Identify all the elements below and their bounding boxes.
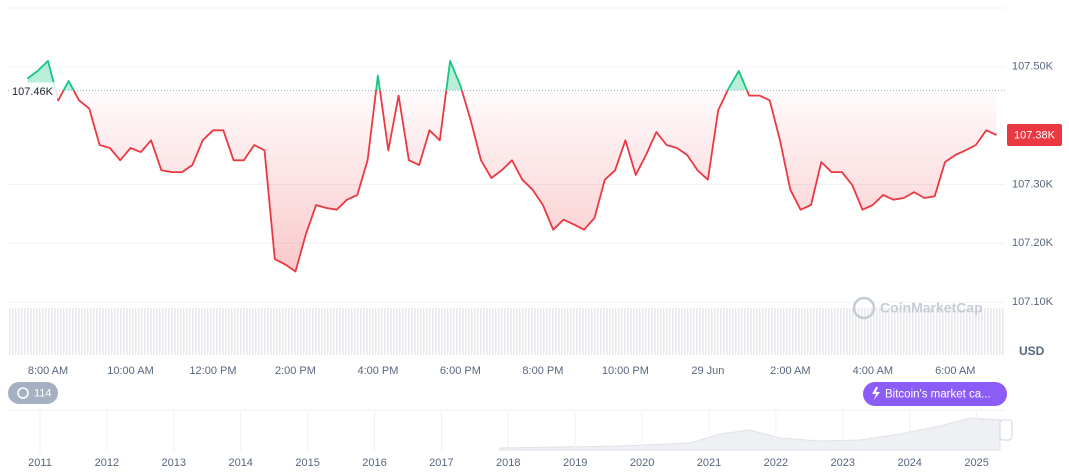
x-tick-label: 2:00 AM xyxy=(770,365,810,377)
navigator-year: 2015 xyxy=(295,457,319,469)
x-tick-label: 12:00 PM xyxy=(189,365,236,377)
navigator-year: 2016 xyxy=(362,457,386,469)
x-tick-label: 4:00 AM xyxy=(853,365,893,377)
y-tick-label: 107.10K xyxy=(1012,296,1054,308)
x-tick-label: 10:00 PM xyxy=(602,365,649,377)
plot xyxy=(8,60,1005,303)
navigator-year: 2024 xyxy=(897,457,921,469)
badge[interactable]: 114 xyxy=(8,382,58,404)
navigator-year: 2012 xyxy=(95,457,119,469)
x-tick-label: 6:00 AM xyxy=(935,365,975,377)
navigator-year: 2025 xyxy=(964,457,988,469)
watermark: CoinMarketCap xyxy=(852,296,983,320)
reference-label: 107.46K xyxy=(12,86,54,98)
y-tick-label: 107.50K xyxy=(1012,61,1054,73)
button-text: Bitcoin's market ca... xyxy=(885,389,991,401)
navigator-year: 2022 xyxy=(764,457,788,469)
navigator-year: 2014 xyxy=(228,457,252,469)
x-tick-label: 6:00 PM xyxy=(440,365,481,377)
x-tick-label: 8:00 PM xyxy=(522,365,563,377)
navigator-year: 2019 xyxy=(563,457,587,469)
navigator: 2011 2012 2013 2014 2015 2016 2017 2018 2019 2020… xyxy=(8,409,1013,469)
last-price-box xyxy=(1007,124,1062,147)
market-cap-button[interactable]: Bitcoin's market ca... xyxy=(863,382,1007,406)
volume-bars xyxy=(8,308,1005,355)
navigator-year: 2023 xyxy=(831,457,855,469)
x-tick-label: 4:00 PM xyxy=(357,365,398,377)
reference-label-bg xyxy=(9,82,59,99)
navigator-year: 2018 xyxy=(496,457,520,469)
y-tick-label: 107.30K xyxy=(1012,178,1054,190)
last-price-label: 107.38K xyxy=(1014,129,1056,141)
navigator-year: 2013 xyxy=(162,457,186,469)
navigator-year: 2017 xyxy=(429,457,453,469)
navigator-year: 2021 xyxy=(697,457,721,469)
watermark-text: CoinMarketCap xyxy=(880,300,983,316)
x-tick-label: 10:00 AM xyxy=(107,365,153,377)
price-line-below xyxy=(54,90,997,273)
x-tick-label: 29 Jun xyxy=(691,365,724,377)
navigator-year: 2020 xyxy=(630,457,654,469)
area-below xyxy=(27,90,997,272)
x-tick-label: 8:00 AM xyxy=(28,365,68,377)
navigator-year: 2011 xyxy=(28,457,52,469)
badge-count: 114 xyxy=(34,387,52,399)
currency-label: USD xyxy=(1019,344,1045,358)
x-tick-label: 2:00 PM xyxy=(275,365,316,377)
y-tick-label: 107.20K xyxy=(1012,237,1054,249)
